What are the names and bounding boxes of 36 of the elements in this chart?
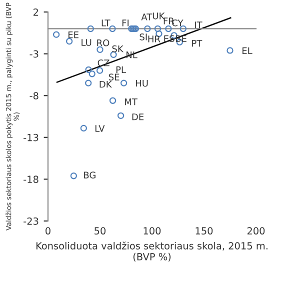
- annotation: SE: [108, 74, 120, 80]
- annotation: IT: [194, 22, 202, 28]
- annotation: CZ: [98, 59, 110, 66]
- annotation: MT: [125, 98, 138, 106]
- annotation: AT: [141, 14, 152, 20]
- annotation: EL: [242, 47, 252, 54]
- y-tick-label: -3: [30, 50, 38, 58]
- annotation: LT: [102, 20, 110, 26]
- x-tick-label: 50: [94, 227, 106, 235]
- annotation: HU: [136, 80, 148, 87]
- annotation: EE: [68, 31, 78, 38]
- annotation: PL: [116, 66, 126, 74]
- annotation: SI: [140, 34, 147, 40]
- annotation: SK: [112, 45, 124, 52]
- x-tick-label: 200: [247, 227, 265, 235]
- annotation: RO: [97, 39, 110, 46]
- x-tick-label: 100: [144, 227, 161, 235]
- x-axis-title: Konsoliduota valdžios sektoriaus skola, 2015 m. (BVP %): [36, 242, 268, 262]
- y-tick-label: -13: [24, 134, 38, 142]
- y-tick-label: -18: [24, 176, 38, 184]
- annotation: LU: [82, 39, 92, 46]
- y-tick-label: -23: [24, 217, 38, 225]
- annotation: FR: [164, 18, 174, 24]
- annotation: FI: [122, 20, 129, 26]
- annotation: PT: [192, 40, 202, 47]
- y-tick-label: 2: [34, 8, 38, 16]
- x-tick-label: 0: [46, 227, 50, 235]
- annotation: DE: [132, 114, 144, 120]
- annotation: CY: [172, 20, 184, 26]
- annotation: LV: [95, 125, 105, 132]
- annotation: BG: [84, 172, 96, 178]
- annotation: HR: [148, 36, 160, 42]
- annotation: DK: [100, 80, 112, 88]
- annotation: UK: [152, 12, 165, 20]
- y-tick-label: -8: [30, 92, 38, 100]
- x-tick-label: 150: [196, 227, 213, 235]
